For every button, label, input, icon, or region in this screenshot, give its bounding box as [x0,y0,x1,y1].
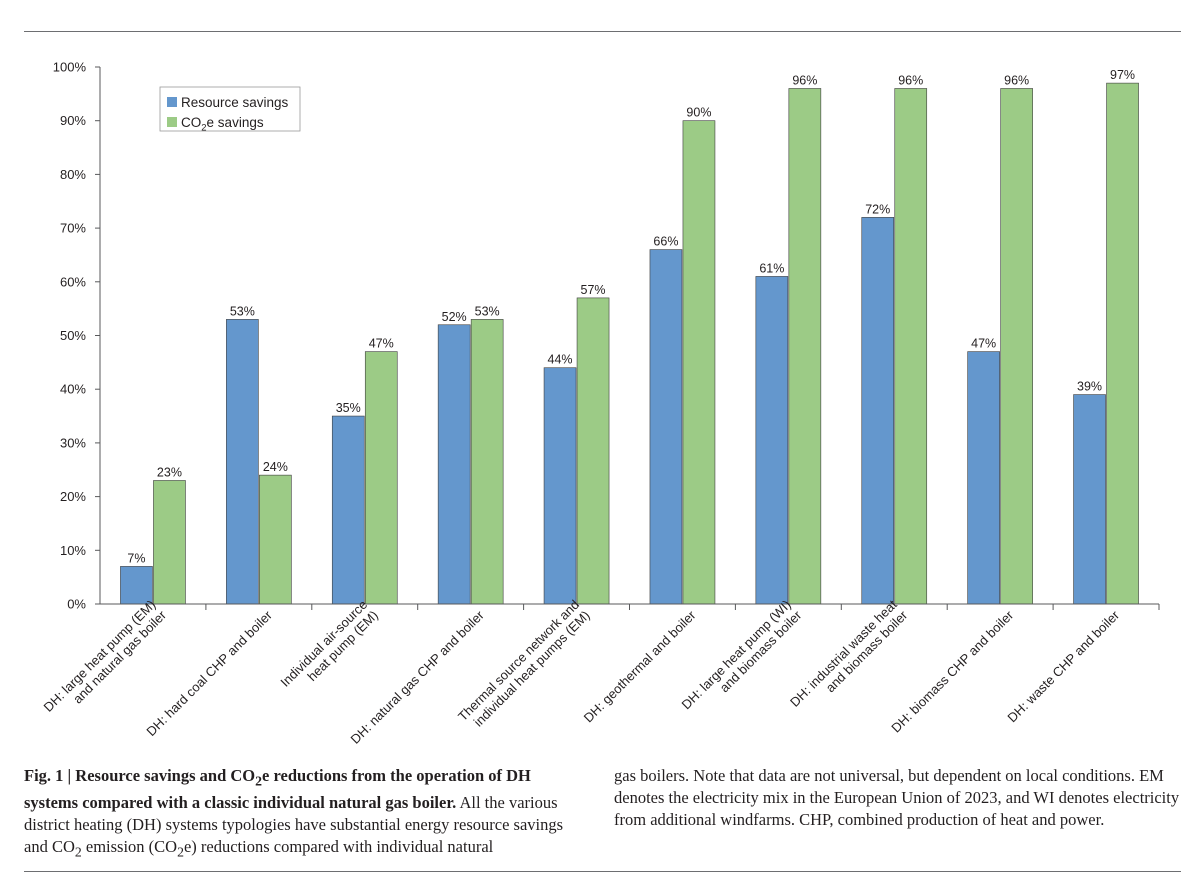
caption-bold-sub: 2 [255,773,263,789]
legend-label: CO2e savings [181,115,264,134]
y-tick-label: 10% [60,543,86,558]
caption-text-sub1: 2 [74,844,82,860]
data-label: 47% [971,337,996,351]
figure-caption-right: gas boilers. Note that data are not univ… [614,766,1180,829]
data-label: 52% [442,310,467,324]
data-label: 47% [369,337,394,351]
data-label: 44% [548,353,573,367]
bar-resource-savings [861,217,895,605]
x-category-label: DH: geothermal and boiler [581,607,699,725]
y-tick-label: 90% [60,113,86,128]
legend-label: Resource savings [181,95,289,110]
y-tick-label: 40% [60,382,86,397]
data-label: 61% [759,261,784,275]
bar-co2e-savings [576,297,610,605]
y-tick-label: 0% [67,597,86,612]
bar-chart: 0% 10% 20% 30% 40% 50% 60% 70% 80% 90% 100% 7% 23% 53… [41,60,1160,747]
bar-co2e-savings [470,319,504,605]
bar-resource-savings [437,324,471,605]
legend-box [159,86,301,132]
bar-resource-savings [755,276,789,605]
x-category-label-line: DH: large heat pump (EM) [41,597,159,715]
caption-fig-label: Fig. 1 | [24,766,76,785]
y-tick-label: 100% [53,60,87,75]
data-label: 24% [263,460,288,474]
caption-text-part2: emission (CO [81,837,178,857]
x-category-label-line: DH: waste CHP and boiler [1004,607,1122,725]
x-category-label: DH: biomass CHP and boiler [888,607,1016,735]
x-category-label: DH: hard coal CHP and boiler [143,607,275,739]
y-tick-label: 70% [60,221,86,236]
data-label: 23% [157,465,182,479]
y-tick-label: 60% [60,274,86,289]
x-category-label-line: DH: industrial waste heat [787,597,900,710]
data-label: 57% [581,283,606,297]
bar-co2e-savings [682,120,716,605]
y-tick-label: 30% [60,435,86,450]
x-category-label: DH: industrial waste heatand biomass boi… [787,596,911,720]
bottom-rule [24,871,1181,872]
data-label: 39% [1077,380,1102,394]
y-tick-label: 80% [60,167,86,182]
bar-co2e-savings [1106,82,1139,605]
bar-resource-savings [967,351,1000,605]
bar-co2e-savings [364,351,398,605]
caption-bold: Fig. 1 | Resource savings and CO2e reduc… [24,766,531,812]
caption-bold-part1: Resource savings and CO [75,766,256,785]
x-category-label-line: DH: geothermal and boiler [581,607,699,725]
bar-co2e-savings [894,88,928,605]
caption-bold-part2: e reductions from the operation of DH sy… [24,766,531,813]
caption-text-part1: All the various district heating (DH) sy… [24,793,564,857]
bar-resource-savings [649,249,683,605]
data-label: 96% [898,73,923,87]
x-category-label: DH: large heat pump (WI)and biomass boil… [679,596,805,722]
bar-co2e-savings [153,480,186,605]
bar-resource-savings [543,367,577,605]
y-tick-label: 20% [60,489,86,504]
data-label: 53% [475,304,500,318]
bar-resource-savings [331,415,365,605]
x-category-label: Individual air-sourceheat pump (EM) [277,597,380,700]
data-label: 72% [865,202,890,216]
top-rule [24,31,1181,32]
caption-text-part3: e) reductions compared with individual n… [183,837,494,857]
x-category-label-line: individual heat pumps (EM) [471,608,593,730]
bar-co2e-savings [1000,88,1033,605]
data-label: 96% [1004,73,1029,87]
y-tick-label: 50% [60,328,86,343]
caption-text-sub2: 2 [177,844,184,860]
x-category-label-line: DH: large heat pump (WI) [679,597,794,712]
bar-resource-savings [1073,394,1106,605]
legend-swatch [167,117,177,127]
data-label: 90% [686,106,711,120]
data-label: 96% [792,73,817,87]
data-label: 66% [653,235,678,249]
bar-resource-savings [226,319,259,605]
data-label: 35% [336,401,361,415]
figure-caption-left: Fig. 1 | Resource savings and CO2e reduc… [24,765,584,864]
data-label: 53% [230,304,255,318]
x-category-label: DH: large heat pump (EM)and natural gas … [41,596,170,725]
data-label: 97% [1110,68,1135,82]
data-label: 7% [127,551,145,565]
x-category-label-line: Individual air-source [277,597,370,690]
x-category-label-line: DH: hard coal CHP and boiler [143,607,275,739]
bar-co2e-savings [259,474,292,605]
x-category-label: DH: waste CHP and boiler [1004,607,1122,725]
x-category-label-line: DH: biomass CHP and boiler [888,607,1016,735]
legend-swatch [167,97,177,107]
bar-co2e-savings [788,88,822,605]
x-category-label-line: and natural gas boiler [70,607,169,706]
